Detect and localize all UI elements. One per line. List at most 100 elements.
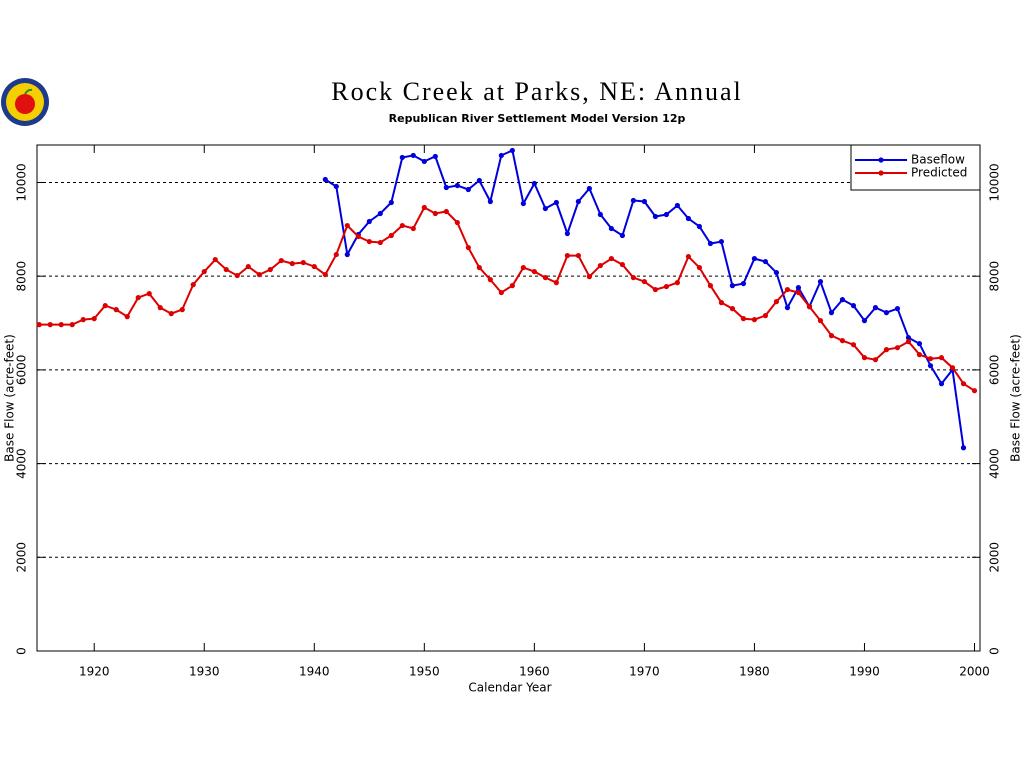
data-point — [828, 310, 835, 316]
data-point — [300, 259, 306, 266]
chart-subtitle: Republican River Settlement Model Versio… — [389, 112, 686, 125]
data-point — [641, 198, 647, 205]
data-point — [795, 285, 802, 291]
data-point — [883, 310, 890, 316]
data-point — [795, 289, 802, 296]
data-point — [828, 333, 835, 339]
y-tick-label: 8000 — [15, 261, 29, 292]
logo — [1, 78, 49, 126]
data-point — [894, 345, 901, 351]
data-point — [399, 154, 405, 161]
data-point — [971, 388, 978, 394]
data-point — [520, 264, 526, 271]
data-point — [476, 177, 482, 184]
data-point — [487, 198, 493, 205]
data-point — [740, 280, 747, 287]
data-point — [366, 238, 372, 245]
data-point — [806, 304, 813, 310]
data-point — [773, 269, 780, 276]
data-point — [641, 278, 647, 285]
data-point — [223, 266, 229, 273]
data-point — [817, 318, 824, 324]
data-point — [377, 239, 383, 246]
data-point — [344, 251, 350, 258]
data-point — [630, 197, 636, 204]
data-point — [465, 186, 471, 193]
data-point — [212, 256, 218, 263]
data-point — [443, 208, 449, 215]
x-tick-label: 1980 — [739, 665, 770, 679]
data-point — [553, 280, 559, 286]
data-point — [597, 262, 603, 269]
y2-tick-label: 4000 — [988, 448, 1002, 479]
data-point — [553, 199, 559, 206]
data-point — [762, 313, 769, 319]
data-point — [80, 317, 86, 323]
y-tick-label: 0 — [15, 647, 29, 655]
data-point — [157, 305, 163, 311]
data-point — [894, 306, 901, 312]
data-point — [344, 222, 350, 229]
x-axis-label: Calendar Year — [468, 681, 551, 695]
data-point — [729, 306, 736, 312]
data-point — [278, 257, 284, 264]
data-point — [608, 225, 614, 232]
data-point — [839, 297, 846, 303]
x-tick-label: 1990 — [849, 665, 880, 679]
data-point — [597, 211, 603, 218]
data-point — [960, 445, 967, 451]
data-point — [333, 251, 339, 258]
data-point — [69, 322, 75, 328]
y2-tick-label: 0 — [988, 647, 1002, 655]
data-point — [289, 260, 295, 267]
data-point — [366, 218, 372, 225]
legend-marker — [878, 157, 884, 163]
data-point — [36, 322, 42, 328]
data-point — [663, 211, 670, 218]
data-point — [355, 233, 361, 240]
data-point — [168, 311, 174, 317]
data-point — [575, 198, 581, 205]
x-tick-label: 2000 — [959, 665, 990, 679]
data-point — [399, 222, 405, 229]
x-tick-label: 1970 — [629, 665, 660, 679]
data-point — [784, 286, 791, 293]
data-point — [729, 283, 736, 289]
data-point — [586, 185, 592, 192]
data-point — [784, 305, 791, 311]
legend-label: Baseflow — [911, 153, 965, 167]
data-point — [685, 253, 692, 260]
data-point — [630, 274, 636, 281]
y-tick-label: 6000 — [15, 355, 29, 386]
data-point — [652, 213, 658, 220]
y2-tick-label: 10000 — [988, 163, 1002, 201]
data-point — [740, 316, 747, 322]
data-point — [432, 210, 438, 217]
y-tick-label: 2000 — [15, 542, 29, 573]
data-point — [960, 381, 967, 387]
data-point — [619, 261, 625, 268]
data-point — [531, 268, 537, 275]
data-point — [938, 355, 945, 361]
data-point — [410, 225, 416, 232]
data-point — [388, 199, 394, 206]
y-tick-label: 10000 — [15, 163, 29, 201]
data-point — [663, 283, 670, 290]
data-point — [652, 286, 658, 293]
plot-frame — [36, 144, 981, 652]
data-point — [91, 316, 97, 322]
data-point — [718, 238, 725, 245]
data-point — [872, 305, 879, 311]
data-point — [608, 255, 614, 262]
y-axis-label: Base Flow (acre-feet) — [3, 334, 17, 462]
data-point — [861, 355, 868, 361]
data-point — [267, 266, 273, 273]
legend-marker — [878, 170, 884, 176]
data-point — [773, 299, 780, 305]
data-point — [564, 252, 570, 259]
data-point — [322, 176, 328, 183]
series-line — [39, 206, 976, 392]
data-point — [927, 356, 934, 362]
data-point — [443, 184, 449, 191]
data-point — [905, 335, 912, 341]
